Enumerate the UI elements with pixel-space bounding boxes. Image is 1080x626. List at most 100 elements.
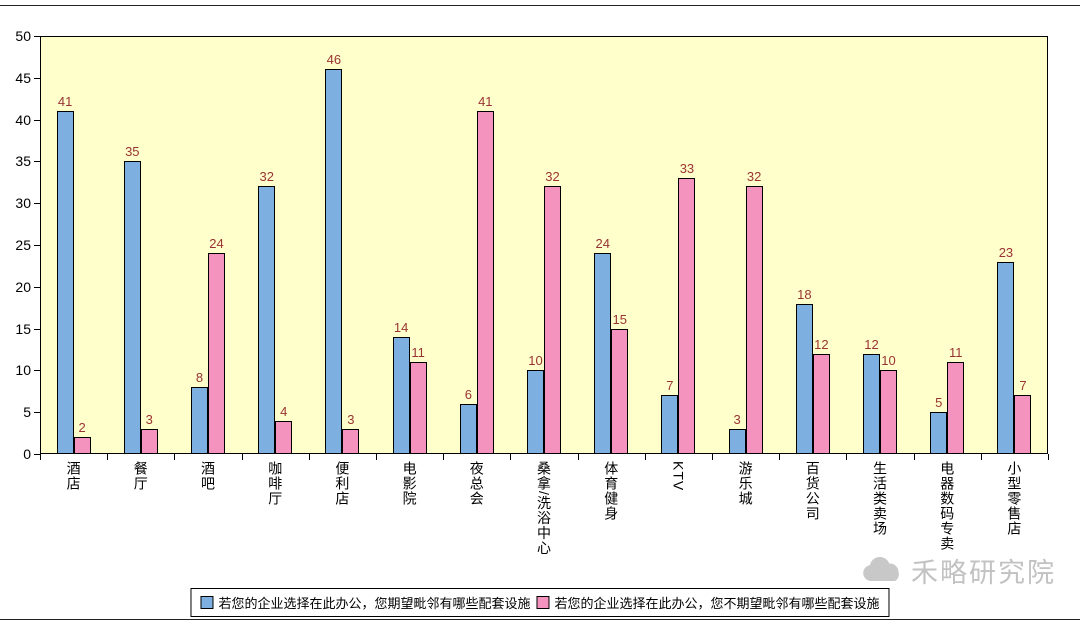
- bar-not-expected: [812, 353, 830, 454]
- bar-value-label: 11: [411, 345, 425, 361]
- bar-value-label: 14: [393, 319, 409, 335]
- x-category-label: 酒吧: [174, 461, 241, 581]
- y-tick-label: 20: [15, 278, 31, 295]
- y-tick-label: 5: [23, 404, 31, 421]
- legend-swatch-blue: [200, 596, 214, 609]
- bar-slot: 7: [661, 378, 679, 454]
- bar-group-9: 24 15: [578, 36, 645, 454]
- bar-value-label: 10: [881, 353, 896, 369]
- x-tick-mark: [846, 454, 848, 460]
- bar-pair: 5 11: [930, 345, 965, 454]
- bar-group-3: 8 24: [174, 36, 241, 454]
- bar-expected: [728, 428, 746, 454]
- y-tick-label: 30: [15, 195, 31, 212]
- bar-pair: 24 15: [594, 236, 629, 454]
- y-tick-label: 10: [15, 362, 31, 379]
- bar-value-label: 23: [998, 244, 1014, 260]
- x-tick-mark: [241, 454, 243, 460]
- bar-slot: 6: [459, 387, 477, 454]
- bar-value-label: 46: [326, 52, 342, 68]
- x-tick-mark: [577, 454, 579, 460]
- bottom-border-line: [0, 619, 1080, 620]
- bar-value-label: 11: [948, 345, 963, 361]
- bar-pair: 12 10: [863, 337, 898, 454]
- bar-value-label: 8: [195, 370, 204, 386]
- bar-pair: 32 4: [258, 169, 293, 454]
- y-tick-mark: [34, 119, 40, 121]
- bar-expected: [997, 261, 1015, 454]
- x-category-label: 体育健身: [578, 461, 645, 581]
- x-category-label: 桑拿/洗浴中心: [510, 461, 577, 581]
- x-category-label: 生活类卖场: [846, 461, 913, 581]
- bar-slot: 41: [56, 94, 74, 454]
- bar-group-10: 7 33: [645, 36, 712, 454]
- bar-value-label: 35: [125, 144, 140, 160]
- bar-group-8: 10 32: [510, 36, 577, 454]
- bar-slot: 12: [812, 337, 830, 454]
- x-category-label: 小型零售店: [981, 461, 1048, 581]
- bar-pair: 8 24: [191, 236, 225, 454]
- x-category-label-text: 小型零售店: [1006, 461, 1023, 536]
- x-category-label-text: 体育健身: [603, 461, 620, 521]
- x-category-label-text: 餐厅: [132, 461, 149, 491]
- y-tick-mark: [34, 245, 40, 246]
- bar-slot: 10: [527, 353, 545, 454]
- x-category-label: 夜总会: [443, 461, 510, 581]
- bar-slot: 23: [997, 245, 1015, 454]
- bar-slot: 11: [409, 345, 427, 454]
- y-tick-mark: [34, 370, 40, 372]
- legend-label-expected: 若您的企业选择在此办公，您期望毗邻有哪些配套设施: [218, 596, 531, 611]
- x-category-label-text: 百货公司: [804, 461, 821, 521]
- bar-group-1: 41 2: [40, 36, 107, 454]
- bar-value-label: 6: [464, 386, 472, 402]
- bar-slot: 5: [930, 395, 948, 454]
- bar-pair: 3 32: [728, 169, 763, 454]
- bar-expected: [191, 387, 208, 454]
- bar-expected: [863, 353, 881, 454]
- bar-slot: 32: [544, 169, 562, 454]
- x-category-label-text: 电器数码专卖: [939, 461, 956, 551]
- bar-value-label: 33: [679, 161, 695, 177]
- x-tick-mark: [644, 454, 646, 460]
- bar-value-label: 32: [259, 169, 274, 185]
- y-tick-label: 0: [23, 446, 31, 462]
- x-category-label: 百货公司: [779, 461, 846, 581]
- bar-group-5: 46 3: [309, 36, 376, 454]
- bar-slot: 46: [325, 52, 343, 454]
- bar-expected: [594, 253, 612, 454]
- y-tick-mark: [34, 161, 40, 163]
- legend-item-not-expected: 若您的企业选择在此办公，您不期望毗邻有哪些配套设施: [536, 593, 880, 612]
- bar-value-label: 15: [612, 311, 627, 327]
- bar-not-expected: [140, 428, 158, 454]
- bar-value-label: 10: [528, 353, 543, 369]
- bar-slot: 14: [392, 320, 410, 454]
- y-tick-mark: [34, 77, 40, 79]
- legend-label-not-expected: 若您的企业选择在此办公，您不期望毗邻有哪些配套设施: [554, 596, 880, 611]
- cloud-icon: [863, 556, 899, 581]
- bar-not-expected: [1014, 395, 1032, 454]
- bar-slot: 10: [880, 353, 898, 454]
- x-category-label-text: 便利店: [334, 461, 351, 506]
- x-tick-mark: [376, 454, 377, 460]
- y-tick-label: 25: [15, 237, 31, 253]
- x-category-label-text: 电影院: [401, 461, 418, 506]
- bar-slot: 32: [258, 169, 276, 454]
- x-category-label: 电器数码专卖: [914, 461, 981, 581]
- bar-group-14: 5 11: [914, 36, 981, 454]
- x-tick-mark: [779, 454, 781, 460]
- bar-slot: 3: [728, 412, 746, 454]
- bar-group-4: 32 4: [242, 36, 309, 454]
- x-tick-mark: [40, 454, 41, 460]
- bar-pair: 6 41: [459, 94, 494, 454]
- bar-value-label: 3: [733, 411, 741, 427]
- bar-value-label: 18: [797, 286, 812, 302]
- bar-pair: 41 2: [56, 94, 91, 454]
- bar-group-12: 18 12: [779, 36, 846, 454]
- legend-item-expected: 若您的企业选择在此办公，您期望毗邻有哪些配套设施: [200, 593, 531, 612]
- y-tick-mark: [34, 36, 40, 37]
- x-category-label-text: 酒店: [65, 461, 82, 491]
- y-tick-label: 45: [15, 69, 31, 86]
- bar-value-label: 12: [864, 336, 879, 352]
- bar-value-label: 41: [57, 94, 73, 110]
